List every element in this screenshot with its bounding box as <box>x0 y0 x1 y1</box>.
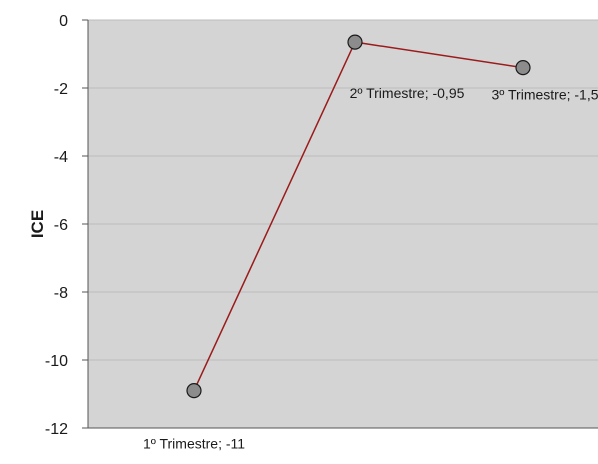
y-axis-title: ICE <box>28 210 47 238</box>
y-tick-label: -2 <box>54 81 68 98</box>
gridlines <box>88 19 598 361</box>
data-point <box>515 59 531 76</box>
y-tick-labels: 0 -2 -4 -6 -8 -10 -12 <box>45 13 68 438</box>
y-tick-label: -10 <box>45 353 68 370</box>
y-tick-label: -12 <box>45 421 68 438</box>
y-tick-label: -8 <box>54 285 68 302</box>
y-tick-label: -6 <box>54 217 68 234</box>
point-labels: 1º Trimestre; -11 2º Trimestre; -0,95 3º T… <box>143 85 598 452</box>
data-point <box>186 383 202 399</box>
data-point <box>347 34 363 50</box>
series-line-group <box>186 34 531 399</box>
axes <box>82 19 598 429</box>
data-label: 1º Trimestre; -11 <box>143 436 245 452</box>
y-tick-label: 0 <box>59 13 68 30</box>
data-label: 3º Trimestre; -1,5 <box>491 87 598 103</box>
data-label: 2º Trimestre; -0,95 <box>350 85 465 101</box>
y-tick-label: -4 <box>54 149 68 166</box>
